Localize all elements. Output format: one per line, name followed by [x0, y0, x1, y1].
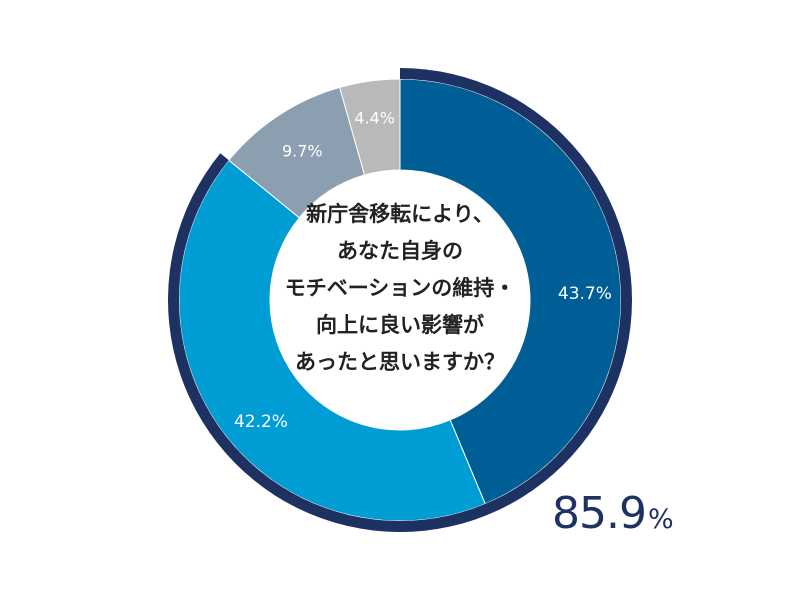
highlight-total-value: 85.9 [552, 488, 647, 539]
highlight-total-unit: % [647, 504, 674, 535]
center-question-line-1: 新庁舎移転により、 [306, 202, 494, 226]
slice-label-2: 42.2% [234, 412, 288, 432]
center-question-line-2: あなた自身の [337, 239, 463, 263]
slice-label-3: 9.7% [282, 142, 323, 161]
center-question-line-4: 向上に良い影響が [316, 313, 484, 337]
donut-slice-1 [399, 78, 622, 505]
center-question: 新庁舎移転により、 あなた自身の モチベーションの維持・ 向上に良い影響が あっ… [250, 196, 550, 381]
highlight-total-label: 85.9% [552, 488, 674, 539]
center-question-line-3: モチベーションの維持・ [284, 276, 516, 300]
center-question-line-5: あったと思いますか？ [295, 350, 505, 374]
donut-slice-2 [178, 159, 486, 522]
slice-label-4: 4.4% [354, 108, 395, 127]
slice-label-1: 43.7% [558, 284, 612, 304]
donut-slice-4 [339, 78, 401, 176]
